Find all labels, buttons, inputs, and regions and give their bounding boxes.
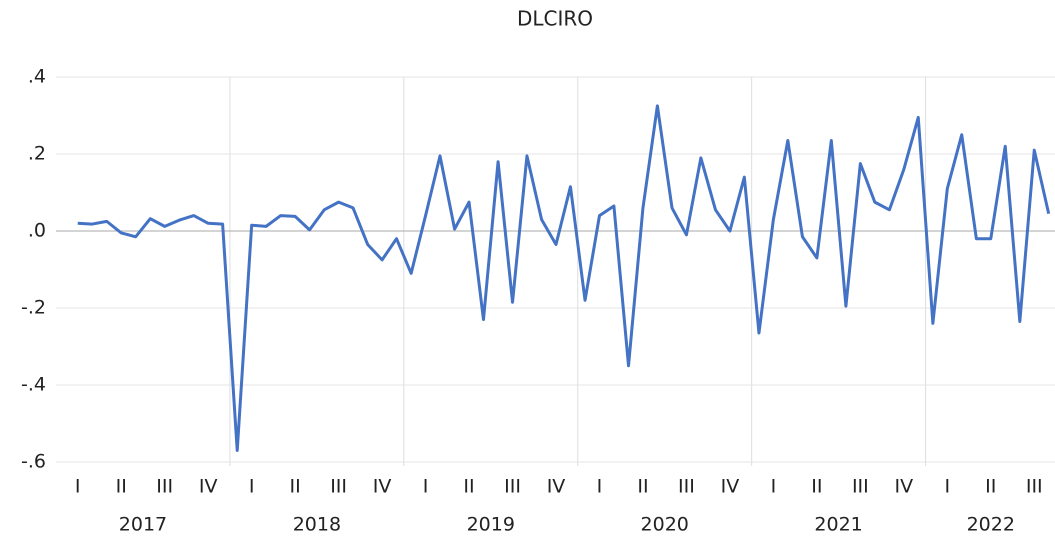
x-tick-label: I xyxy=(75,476,81,498)
x-tick-label: II xyxy=(116,476,127,498)
year-label: 2018 xyxy=(293,514,341,536)
year-label: 2022 xyxy=(967,514,1015,536)
series-line xyxy=(77,104,1051,452)
x-tick-label: II xyxy=(985,476,996,498)
year-label: 2019 xyxy=(467,514,515,536)
x-tick-label: IV xyxy=(895,476,914,498)
year-label: 2021 xyxy=(814,514,862,536)
x-tick-label: I xyxy=(597,476,603,498)
y-tick-label: -.4 xyxy=(21,374,46,396)
x-tick-label: III xyxy=(330,476,347,498)
y-tick-label: -.6 xyxy=(21,451,46,473)
x-tick-label: I xyxy=(249,476,255,498)
x-tick-label: II xyxy=(811,476,822,498)
x-tick-label: III xyxy=(852,476,869,498)
x-tick-label: IV xyxy=(721,476,740,498)
x-tick-label: II xyxy=(463,476,474,498)
x-tick-label: IV xyxy=(547,476,566,498)
x-tick-label: III xyxy=(1026,476,1043,498)
year-label: 2017 xyxy=(119,514,167,536)
x-tick-label: IV xyxy=(373,476,392,498)
y-tick-label: .4 xyxy=(28,66,46,88)
x-tick-label: III xyxy=(504,476,521,498)
x-tick-label: I xyxy=(771,476,777,498)
y-tick-label: .0 xyxy=(28,220,46,242)
chart-title: DLCIRO xyxy=(517,7,593,31)
x-tick-label: III xyxy=(156,476,173,498)
y-tick-label: -.2 xyxy=(21,297,46,319)
x-tick-label: I xyxy=(423,476,429,498)
x-tick-label: II xyxy=(637,476,648,498)
x-tick-label: I xyxy=(944,476,950,498)
x-tick-label: IV xyxy=(199,476,218,498)
y-tick-label: .2 xyxy=(28,143,46,165)
x-tick-label: III xyxy=(678,476,695,498)
year-label: 2020 xyxy=(641,514,689,536)
x-tick-label: II xyxy=(290,476,301,498)
